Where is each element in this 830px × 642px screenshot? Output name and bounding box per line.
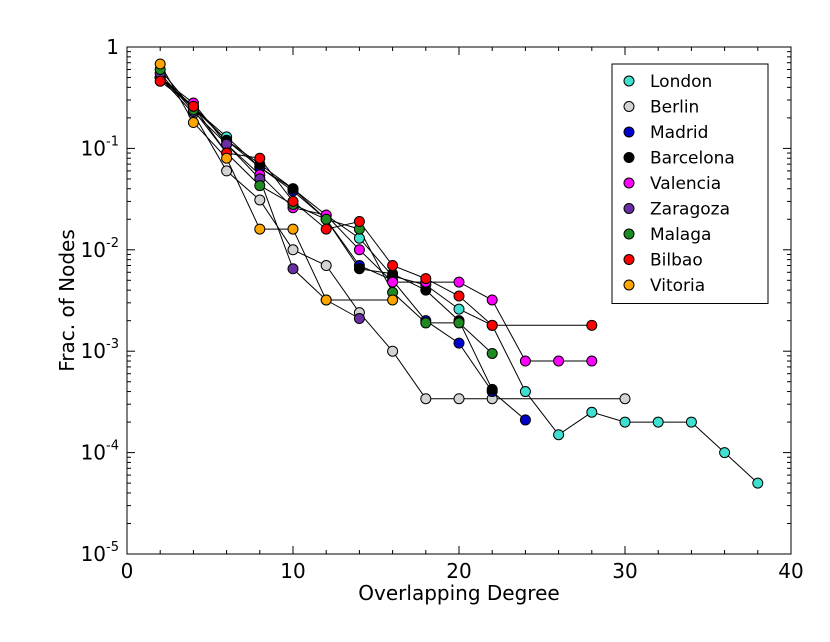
data-point-malaga [486, 347, 498, 359]
legend-entry-madrid: Madrid [650, 123, 708, 143]
legend-entry-malaga: Malaga [650, 225, 711, 245]
data-point-bilbao [254, 152, 266, 164]
x-axis-label: Overlapping Degree [358, 581, 559, 605]
y-tick-label: 10-2 [81, 236, 119, 262]
data-point-bilbao [586, 319, 598, 331]
data-point-bilbao [387, 260, 399, 272]
data-point-berlin [287, 244, 299, 256]
data-point-malaga [453, 317, 465, 329]
data-point-barcelona [287, 183, 299, 195]
data-point-valencia [519, 355, 531, 367]
legend-marker-vitoria [623, 279, 635, 291]
data-point-london [553, 429, 565, 441]
data-points [154, 58, 764, 489]
data-point-zaragoza [353, 313, 365, 325]
data-point-valencia [586, 355, 598, 367]
data-point-valencia [387, 276, 399, 288]
data-point-berlin [619, 393, 631, 405]
legend: London Berlin Madrid Barcelona Valencia Zarag… [611, 63, 769, 304]
data-point-valencia [453, 276, 465, 288]
data-point-barcelona [353, 263, 365, 275]
axis-ticks: 0 10 20 30 40 1 10-1 10-2 10-3 10-4 10-5 [81, 35, 804, 583]
legend-entry-barcelona: Barcelona [650, 149, 735, 169]
data-point-berlin [221, 165, 233, 177]
data-point-valencia [553, 355, 565, 367]
data-point-barcelona [486, 383, 498, 395]
legend-entry-bilbao: Bilbao [650, 251, 703, 271]
data-point-vitoria [387, 294, 399, 306]
data-point-london [719, 447, 731, 459]
x-tick-label: 10 [280, 559, 305, 583]
x-tick-label: 30 [612, 559, 637, 583]
data-point-vitoria [187, 117, 199, 129]
data-point-malaga [320, 213, 332, 225]
data-point-malaga [420, 317, 432, 329]
data-point-vitoria [254, 223, 266, 235]
data-point-bilbao [420, 273, 432, 285]
y-axis-label: Frac. of Nodes [55, 229, 79, 372]
data-point-valencia [353, 244, 365, 256]
data-point-malaga [254, 180, 266, 192]
data-point-bilbao [453, 290, 465, 302]
x-tick-label: 40 [778, 559, 803, 583]
legend-box [611, 63, 769, 304]
legend-marker-berlin [623, 101, 635, 112]
data-point-bilbao [320, 223, 332, 235]
data-point-london [752, 477, 764, 489]
series-line-berlin [159, 77, 625, 400]
y-tick-label: 10-5 [81, 540, 119, 566]
x-tick-label: 20 [446, 559, 471, 583]
data-point-vitoria [320, 294, 332, 306]
data-point-vitoria [221, 152, 233, 164]
y-tick-label: 10-3 [81, 337, 119, 363]
data-point-london [453, 303, 465, 315]
data-point-berlin [453, 393, 465, 405]
legend-entry-london: London [650, 72, 712, 92]
data-point-london [519, 386, 531, 398]
data-point-bilbao [486, 319, 498, 331]
data-point-berlin [420, 393, 432, 405]
legend-entry-valencia: Valencia [650, 174, 721, 194]
legend-marker-barcelona [623, 152, 635, 163]
data-point-london [586, 406, 598, 418]
data-point-berlin [254, 194, 266, 206]
data-point-london [353, 232, 365, 244]
data-point-berlin [387, 345, 399, 357]
legend-marker-malaga [623, 228, 635, 240]
data-point-bilbao [187, 100, 199, 112]
y-tick-label: 10-1 [81, 134, 119, 160]
y-tick-label: 1 [106, 35, 119, 59]
x-tick-label: 0 [121, 559, 134, 583]
data-point-madrid [519, 414, 531, 426]
data-point-london [685, 416, 697, 428]
data-point-bilbao [353, 216, 365, 228]
data-point-bilbao [287, 195, 299, 207]
data-point-london [619, 416, 631, 428]
legend-entry-zaragoza: Zaragoza [650, 200, 730, 220]
data-point-vitoria [287, 223, 299, 235]
legend-entry-vitoria: Vitoria [650, 276, 705, 296]
data-point-zaragoza [287, 263, 299, 275]
data-point-london [652, 416, 664, 428]
data-point-valencia [486, 294, 498, 306]
data-point-madrid [453, 337, 465, 349]
data-point-bilbao [154, 75, 166, 87]
series-line-bilbao [159, 80, 592, 326]
legend-entry-berlin: Berlin [650, 98, 699, 118]
legend-marker-valencia [623, 177, 635, 189]
legend-marker-london [623, 75, 635, 87]
data-point-vitoria [154, 58, 166, 70]
y-tick-label: 10-4 [81, 439, 119, 465]
legend-marker-bilbao [623, 254, 635, 265]
legend-marker-zaragoza [623, 203, 635, 214]
data-point-berlin [320, 260, 332, 272]
legend-marker-madrid [623, 126, 635, 138]
